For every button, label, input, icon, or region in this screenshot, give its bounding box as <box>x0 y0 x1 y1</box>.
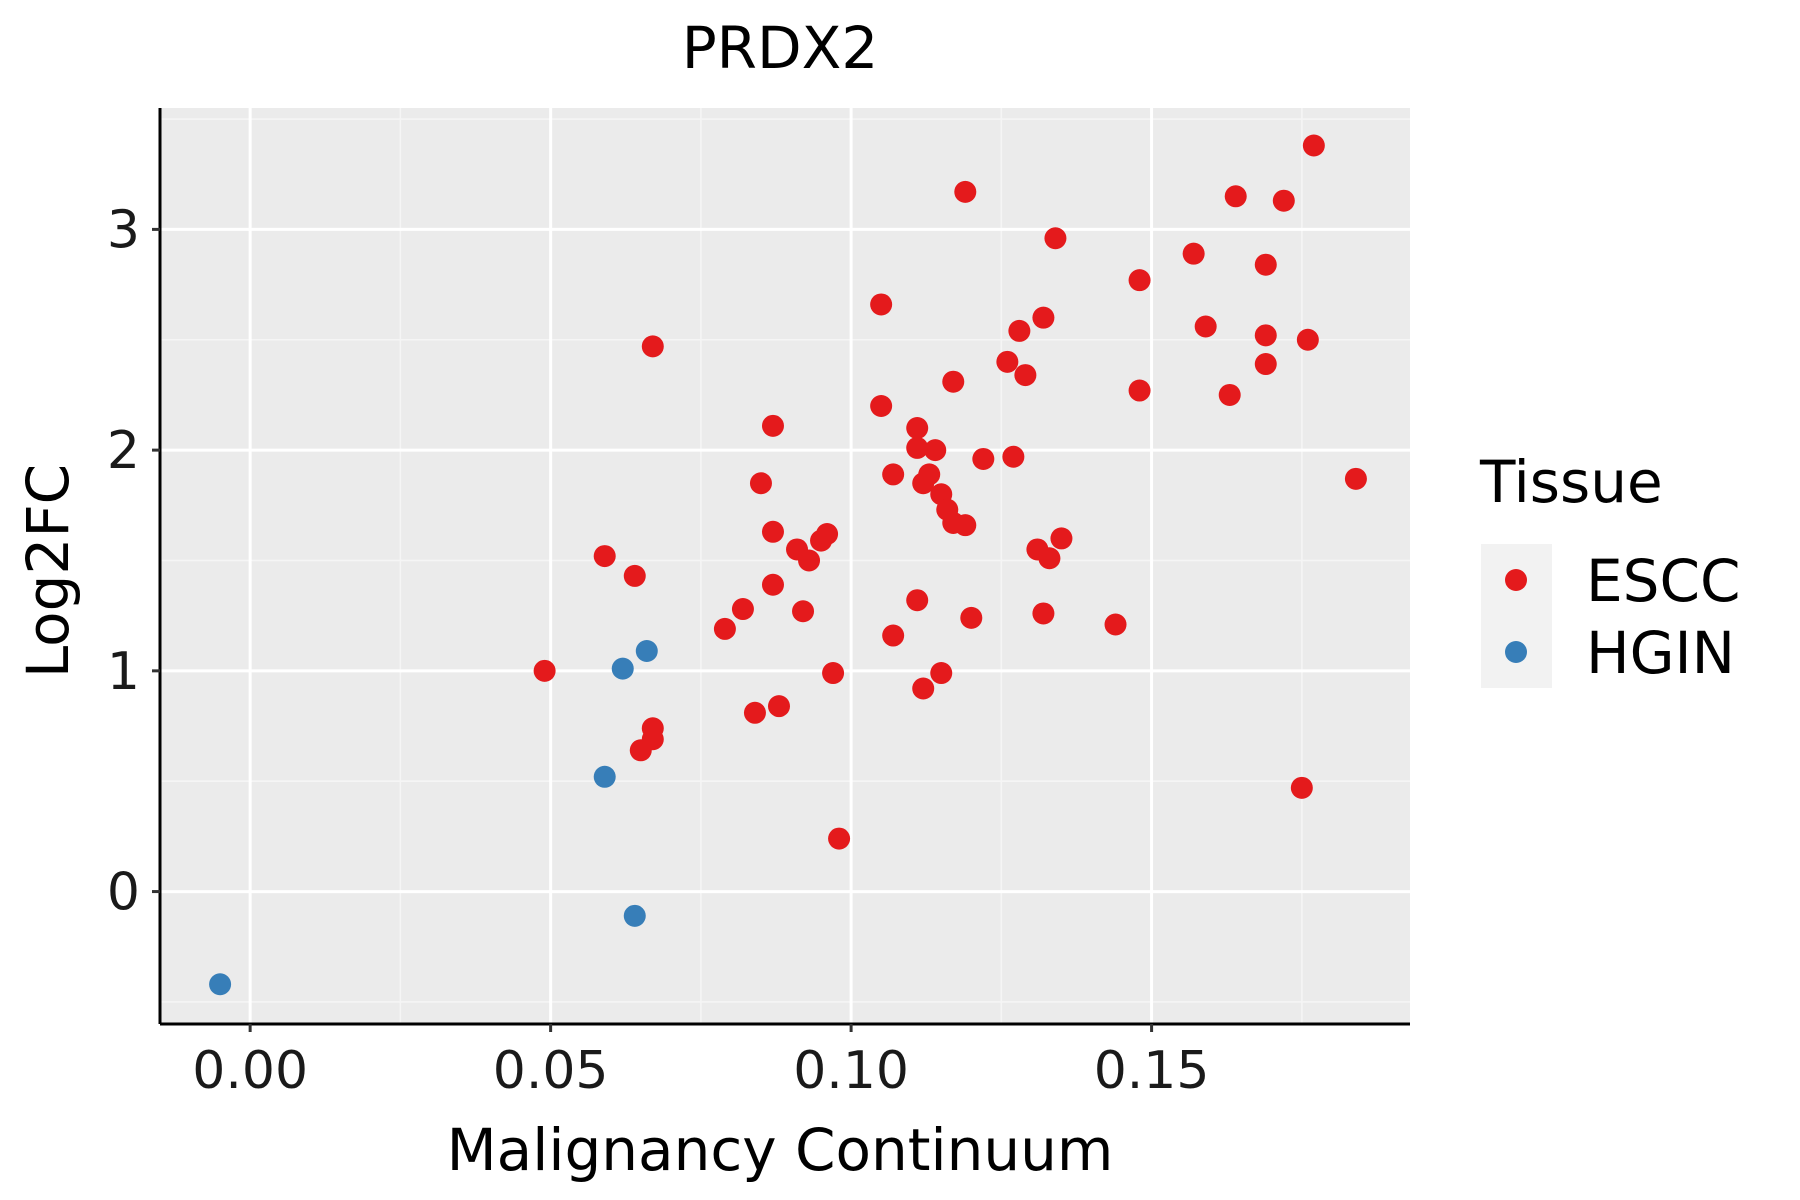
data-point-escc <box>954 514 977 537</box>
data-point-escc <box>623 564 646 587</box>
y-tick-label: 0 <box>107 863 140 923</box>
data-point-escc <box>767 695 790 718</box>
data-point-escc <box>1038 547 1061 570</box>
data-point-escc <box>798 549 821 572</box>
data-point-escc <box>1044 227 1067 250</box>
data-point-escc <box>906 589 929 612</box>
data-point-escc <box>533 659 556 682</box>
data-point-escc <box>828 827 851 850</box>
data-point-escc <box>1032 306 1055 329</box>
data-point-escc <box>1224 185 1247 208</box>
legend-label-hgin: HGIN <box>1586 619 1735 687</box>
data-point-escc <box>1014 364 1037 387</box>
data-point-escc <box>749 472 772 495</box>
data-point-escc <box>1182 242 1205 265</box>
data-point-escc <box>1104 613 1127 636</box>
data-point-escc <box>1008 319 1031 342</box>
data-point-escc <box>816 522 839 545</box>
data-point-escc <box>918 463 941 486</box>
minor-gridlines <box>160 108 1410 1024</box>
data-point-escc <box>713 617 736 640</box>
legend-key-escc <box>1505 569 1527 591</box>
data-point-escc <box>870 293 893 316</box>
data-point-escc <box>731 598 754 621</box>
data-point-hgin <box>623 904 646 927</box>
plot-panel <box>160 108 1410 1024</box>
data-point-escc <box>972 447 995 470</box>
data-point-escc <box>996 350 1019 373</box>
data-point-hgin <box>593 765 616 788</box>
data-point-escc <box>1254 353 1277 376</box>
data-point-hgin <box>611 657 634 680</box>
data-point-escc <box>822 662 845 685</box>
data-point-escc <box>882 624 905 647</box>
data-point-escc <box>870 394 893 417</box>
y-tick-label: 1 <box>107 642 140 702</box>
data-point-escc <box>930 662 953 685</box>
data-point-escc <box>641 335 664 358</box>
x-axis-ticks: 0.00 0.05 0.10 0.15 <box>192 1024 1209 1101</box>
data-point-escc <box>906 436 929 459</box>
data-point-escc <box>1032 602 1055 625</box>
data-point-escc <box>792 600 815 623</box>
data-point-hgin <box>209 973 232 996</box>
legend-key-background <box>1481 544 1552 688</box>
data-point-escc <box>641 728 664 751</box>
x-tick-label: 0.10 <box>793 1041 909 1101</box>
data-point-escc <box>1128 379 1151 402</box>
legend-key-hgin <box>1505 641 1527 663</box>
data-point-escc <box>1344 467 1367 490</box>
y-axis-label: Log2FC <box>14 464 82 678</box>
x-tick-label: 0.05 <box>493 1041 609 1101</box>
x-axis-label: Malignancy Continuum <box>447 1116 1114 1184</box>
x-tick-label: 0.15 <box>1094 1041 1210 1101</box>
data-point-escc <box>912 677 935 700</box>
data-point-escc <box>1254 324 1277 347</box>
x-tick-label: 0.00 <box>192 1041 308 1101</box>
data-point-escc <box>1272 189 1295 212</box>
data-point-escc <box>960 606 983 629</box>
legend-label-escc: ESCC <box>1586 547 1740 615</box>
data-point-escc <box>1254 253 1277 276</box>
data-point-escc <box>924 439 947 462</box>
data-point-escc <box>954 180 977 203</box>
data-point-escc <box>1302 134 1325 157</box>
legend-title: Tissue <box>1479 448 1663 516</box>
data-point-escc <box>942 370 965 393</box>
data-point-escc <box>1128 269 1151 292</box>
data-point-escc <box>761 520 784 543</box>
data-point-escc <box>1194 315 1217 338</box>
major-gridlines <box>160 108 1410 1024</box>
chart-title: PRDX2 <box>682 14 879 82</box>
data-point-escc <box>761 573 784 596</box>
data-point-hgin <box>635 639 658 662</box>
data-point-escc <box>1296 328 1319 351</box>
y-tick-label: 3 <box>107 200 140 260</box>
data-point-escc <box>1290 776 1313 799</box>
data-point-escc <box>593 545 616 568</box>
data-point-escc <box>761 414 784 437</box>
data-point-escc <box>1218 383 1241 406</box>
data-point-escc <box>743 701 766 724</box>
data-points <box>209 134 1367 996</box>
data-point-escc <box>1002 445 1025 468</box>
data-point-escc <box>882 463 905 486</box>
data-point-escc <box>906 417 929 440</box>
y-tick-label: 2 <box>107 421 140 481</box>
data-point-escc <box>1050 527 1073 550</box>
y-axis-ticks: 0 1 2 3 <box>107 200 160 923</box>
